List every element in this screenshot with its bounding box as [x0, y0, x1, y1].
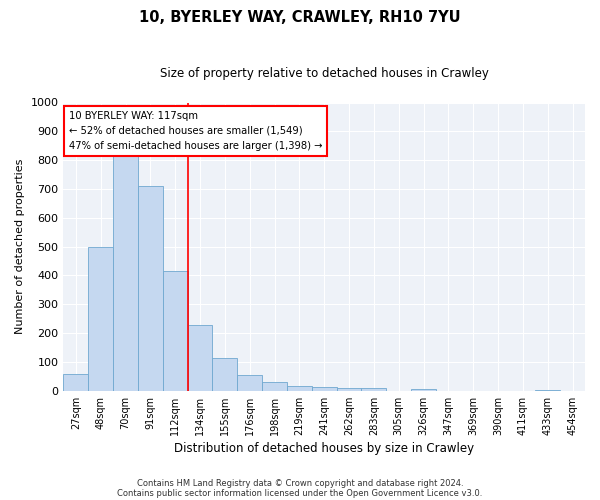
- Text: 10, BYERLEY WAY, CRAWLEY, RH10 7YU: 10, BYERLEY WAY, CRAWLEY, RH10 7YU: [139, 10, 461, 25]
- Bar: [337, 388, 361, 391]
- Y-axis label: Number of detached properties: Number of detached properties: [15, 159, 25, 334]
- Bar: [262, 382, 287, 391]
- Bar: [535, 390, 560, 391]
- Bar: [411, 388, 436, 391]
- Title: Size of property relative to detached houses in Crawley: Size of property relative to detached ho…: [160, 68, 488, 80]
- Bar: [188, 325, 212, 391]
- Text: Contains HM Land Registry data © Crown copyright and database right 2024.: Contains HM Land Registry data © Crown c…: [137, 478, 463, 488]
- Bar: [312, 387, 337, 391]
- Bar: [163, 271, 188, 391]
- Bar: [212, 358, 237, 391]
- X-axis label: Distribution of detached houses by size in Crawley: Distribution of detached houses by size …: [174, 442, 474, 455]
- Bar: [237, 375, 262, 391]
- Bar: [287, 386, 312, 391]
- Bar: [113, 154, 138, 391]
- Bar: [361, 388, 386, 391]
- Text: 10 BYERLEY WAY: 117sqm
← 52% of detached houses are smaller (1,549)
47% of semi-: 10 BYERLEY WAY: 117sqm ← 52% of detached…: [68, 111, 322, 150]
- Text: Contains public sector information licensed under the Open Government Licence v3: Contains public sector information licen…: [118, 488, 482, 498]
- Bar: [64, 374, 88, 391]
- Bar: [138, 186, 163, 391]
- Bar: [88, 246, 113, 391]
